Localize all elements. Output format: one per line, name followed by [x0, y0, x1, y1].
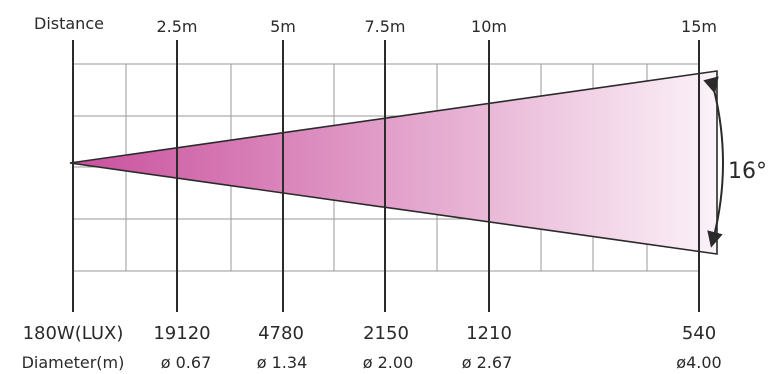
distance-label-10m: 10m	[471, 17, 507, 36]
beam-angle-label: 16°	[728, 159, 767, 184]
distance-label-5m: 5m	[270, 17, 296, 36]
lux-value-5m: 4780	[258, 323, 304, 344]
distance-label-7-5m: 7.5m	[364, 17, 405, 36]
beam-angle-arc	[703, 76, 724, 248]
distance-label-2-5m: 2.5m	[156, 17, 197, 36]
diameter-value-15m: ø4.00	[676, 353, 721, 372]
diameter-value-10m: ø 2.67	[462, 353, 513, 372]
light-beam-cone	[69, 70, 718, 255]
diameter-value-5m: ø 1.34	[257, 353, 308, 372]
lux-row-label: 180W(LUX)	[23, 323, 124, 344]
lux-value-10m: 1210	[466, 323, 512, 344]
distance-header-label: Distance	[34, 14, 104, 33]
distance-label-15m: 15m	[681, 17, 717, 36]
distance-ticks	[72, 40, 700, 312]
diameter-value-7-5m: ø 2.00	[363, 353, 414, 372]
diameter-row-label: Diameter(m)	[22, 353, 125, 372]
diameter-value-2-5m: ø 0.67	[161, 353, 212, 372]
lux-value-15m: 540	[682, 323, 716, 344]
lux-value-7-5m: 2150	[363, 323, 409, 344]
lux-value-2-5m: 19120	[153, 323, 210, 344]
